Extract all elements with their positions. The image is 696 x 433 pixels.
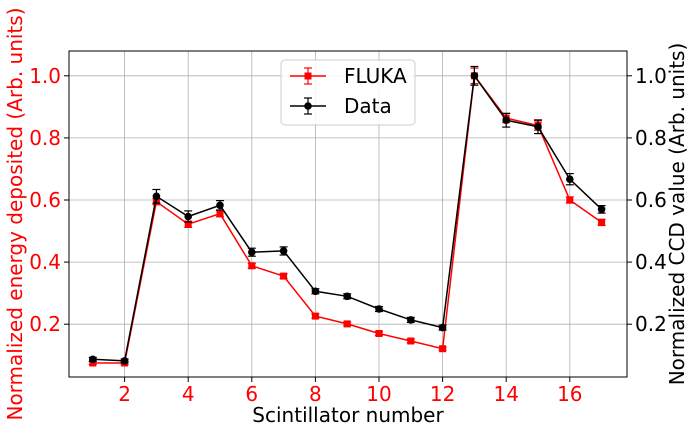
data-point-fluka [439, 345, 447, 353]
y-right-tick-label: 0.8 [635, 126, 667, 150]
legend-label-fluka: FLUKA [344, 64, 407, 88]
series-layer [88, 65, 606, 367]
legend-entry-fluka: FLUKA [290, 64, 407, 88]
legend-entry-data: Data [290, 94, 392, 118]
data-point-data [566, 175, 574, 183]
data-point-data [375, 305, 383, 313]
data-point-fluka [184, 220, 192, 228]
series-data [88, 65, 606, 365]
legend-label-data: Data [344, 94, 392, 118]
y-axis-right: 0.2 0.4 0.6 0.8 1.0 [627, 64, 667, 336]
y-right-tick-label: 0.6 [635, 188, 667, 212]
y-right-tick-label: 0.4 [635, 250, 667, 274]
data-point-data [502, 116, 511, 124]
data-point-data [279, 247, 288, 255]
data-point-data [597, 205, 606, 214]
data-point-data [311, 287, 320, 296]
data-point-data [534, 123, 542, 131]
x-axis-label: Scintillator number [252, 403, 444, 427]
data-point-data [184, 212, 192, 221]
x-tick-label: 2 [118, 382, 131, 406]
data-point-data [120, 357, 129, 365]
x-tick-label: 8 [309, 382, 322, 406]
y-right-tick-label: 0.2 [635, 312, 667, 336]
y-left-tick-label: 1.0 [29, 64, 61, 88]
data-point-fluka [248, 262, 256, 270]
x-tick-label: 16 [557, 382, 582, 406]
legend-marker-data [304, 102, 312, 110]
y-left-tick-label: 0.8 [29, 126, 61, 150]
y-axis-label-right: Normalized CCD value (Arb. units) [665, 43, 689, 386]
data-point-fluka [598, 218, 606, 226]
data-point-fluka [566, 196, 574, 204]
data-point-data [89, 355, 97, 364]
y-left-tick-label: 0.4 [29, 250, 61, 274]
data-point-data [248, 248, 256, 256]
data-point-data [470, 72, 479, 80]
data-point-fluka [375, 330, 383, 337]
x-tick-label: 14 [493, 382, 518, 406]
data-point-fluka [280, 272, 288, 280]
data-point-data [343, 292, 352, 301]
x-axis: 2 4 6 8 10 12 14 16 [118, 377, 583, 406]
data-point-fluka [216, 210, 224, 218]
data-point-data [407, 316, 415, 324]
data-point-fluka [343, 320, 351, 328]
y-left-tick-label: 0.2 [29, 312, 61, 336]
x-tick-label: 12 [430, 382, 455, 406]
plot-frame [68, 50, 628, 378]
data-point-data [152, 192, 161, 201]
x-tick-label: 4 [182, 382, 195, 406]
y-axis-left: 0.2 0.4 0.6 0.8 1.0 [29, 64, 69, 336]
data-point-data [438, 323, 447, 332]
data-point-fluka [311, 312, 319, 320]
x-tick-label: 10 [366, 382, 391, 406]
y-left-tick-label: 0.6 [29, 188, 61, 212]
legend: FLUKA Data [280, 59, 416, 126]
legend-marker-fluka [304, 72, 312, 80]
x-tick-label: 6 [245, 382, 258, 406]
y-right-tick-label: 1.0 [635, 64, 667, 88]
data-point-fluka [407, 337, 415, 345]
data-point-data [216, 201, 224, 210]
y-axis-label-left: Normalized energy deposited (Arb. units) [3, 7, 27, 420]
